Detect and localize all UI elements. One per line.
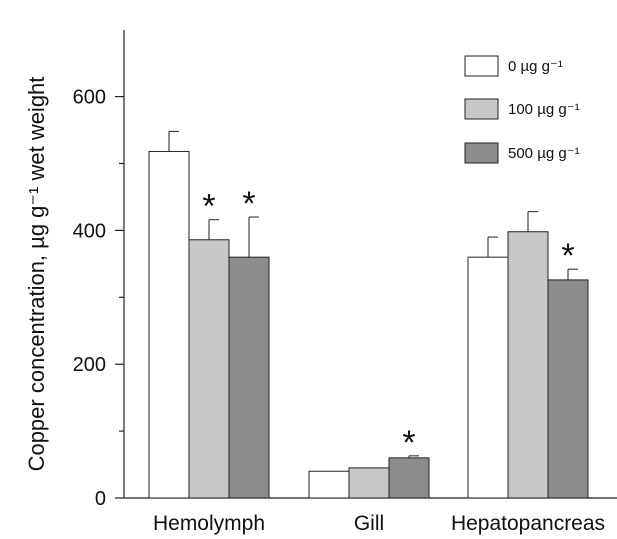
legend-label: 0 µg g⁻¹ xyxy=(508,58,563,75)
error-bars xyxy=(168,130,578,458)
x-category-label: Gill xyxy=(354,512,384,535)
legend-swatch xyxy=(464,142,499,164)
bar xyxy=(228,256,270,499)
significance-star: * xyxy=(242,185,255,223)
bar xyxy=(308,470,350,499)
y-tick-label: 600 xyxy=(73,87,106,109)
bar xyxy=(388,457,430,499)
legend-swatch xyxy=(464,98,499,120)
significance-marks: * * * * xyxy=(202,185,574,462)
x-category-label: Hepatopancreas xyxy=(451,512,605,535)
bar xyxy=(547,279,589,499)
category-labels: Hemolymph Gill Hepatopancreas xyxy=(153,512,605,535)
bars xyxy=(148,150,589,499)
x-category-label: Hemolymph xyxy=(153,512,265,535)
y-axis-label: Copper concentration, µg g⁻¹ wet weight xyxy=(24,77,49,472)
y-tick-label: 400 xyxy=(73,220,106,242)
legend-swatch xyxy=(464,55,499,77)
legend: 0 µg g⁻¹ 100 µg g⁻¹ 500 µg g⁻¹ xyxy=(464,55,580,164)
significance-star: * xyxy=(561,237,574,275)
legend-label: 500 µg g⁻¹ xyxy=(508,145,580,162)
bar xyxy=(148,150,190,499)
bar xyxy=(348,467,390,499)
y-tick-label: 0 xyxy=(95,488,106,510)
bar xyxy=(467,256,509,499)
y-tick-label: 200 xyxy=(73,354,106,376)
significance-star: * xyxy=(402,424,415,462)
significance-star: * xyxy=(202,188,215,226)
bar xyxy=(507,231,549,499)
legend-label: 100 µg g⁻¹ xyxy=(508,101,580,118)
bar xyxy=(188,239,230,499)
